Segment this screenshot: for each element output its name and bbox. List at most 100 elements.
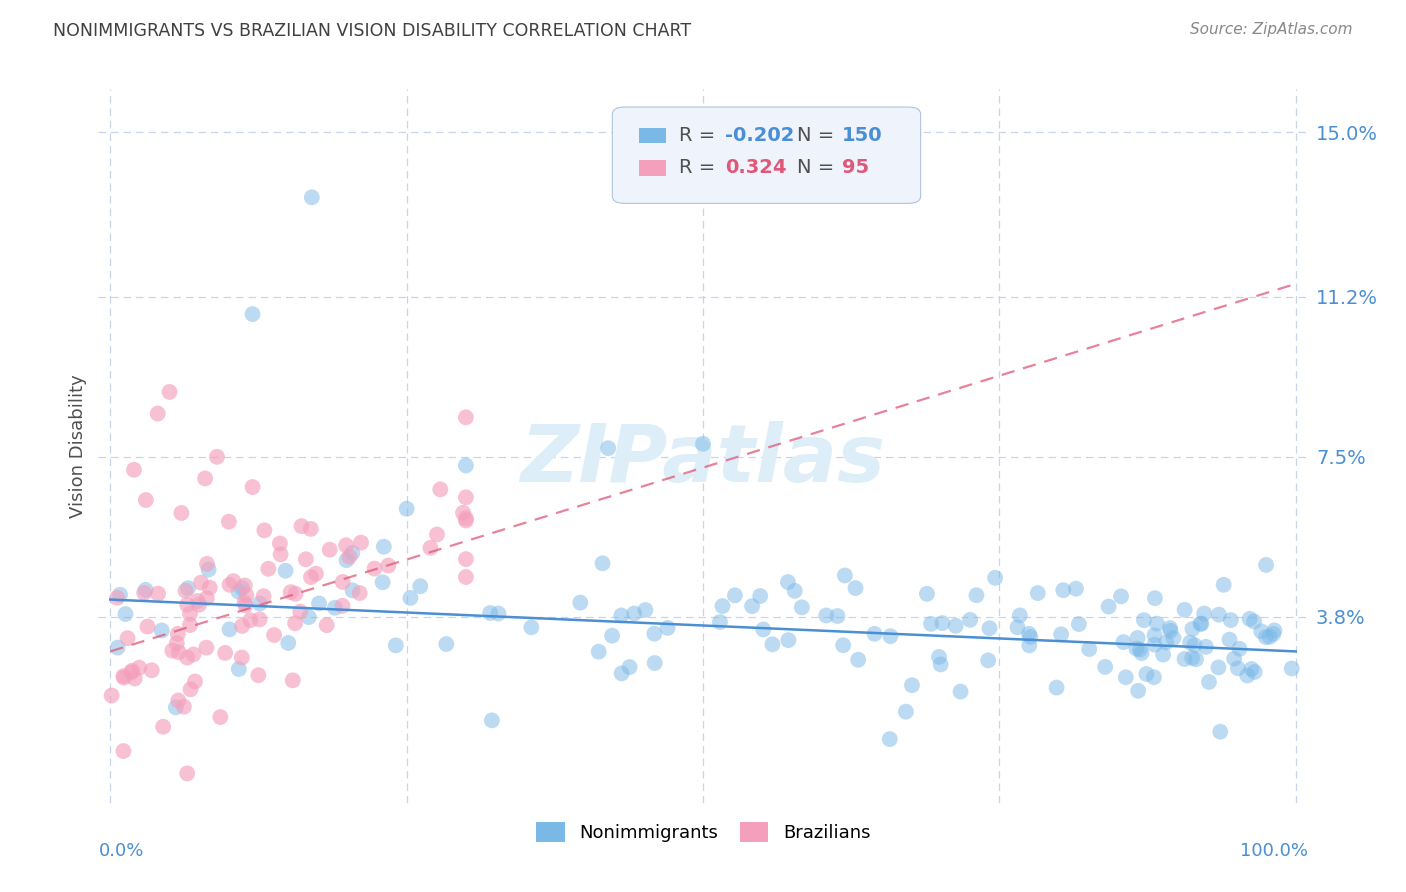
Point [121,664,143,678]
Text: 100.0%: 100.0% [1240,842,1308,860]
Point [183,648,205,662]
Point [1133,613,1156,627]
Point [827,609,849,624]
Point [1008,608,1031,623]
Point [1130,646,1153,660]
Point [776,575,799,590]
Point [218,515,240,529]
Point [486,607,509,621]
Point [1195,640,1218,654]
Point [184,674,207,689]
Point [112,669,135,683]
Point [195,591,218,605]
Point [112,744,135,758]
Point [451,506,474,520]
Point [177,581,200,595]
Point [195,557,218,571]
Point [395,501,418,516]
Point [263,628,285,642]
Point [1208,607,1230,622]
Point [100,689,122,703]
Point [1097,599,1119,614]
Point [231,650,253,665]
Point [150,624,173,638]
Point [657,621,679,635]
Point [1112,635,1135,649]
Point [1263,627,1285,641]
Point [332,599,354,613]
Point [1223,651,1246,665]
Point [239,613,262,627]
Point [1026,586,1049,600]
Point [619,660,641,674]
Point [166,636,188,650]
Point [761,637,783,651]
Point [977,653,1000,667]
Point [107,640,129,655]
Point [194,471,217,485]
Point [188,598,211,612]
Point [1143,670,1166,684]
Point [269,536,291,550]
Point [1126,631,1149,645]
Point [209,710,232,724]
Point [426,527,449,541]
Point [832,638,855,652]
Point [349,586,371,600]
Point [1007,620,1029,634]
Point [198,581,221,595]
Point [454,552,477,566]
Point [342,583,364,598]
Point [634,603,657,617]
Point [166,627,188,641]
Point [1236,668,1258,682]
Text: ZIPatlas: ZIPatlas [520,421,886,500]
Point [280,585,302,599]
Point [218,623,240,637]
Y-axis label: Vision Disability: Vision Disability [69,374,87,518]
Point [1143,591,1166,606]
Text: Source: ZipAtlas.com: Source: ZipAtlas.com [1189,22,1353,37]
Point [844,581,866,595]
Point [1078,642,1101,657]
Point [165,700,187,714]
Point [290,605,312,619]
Point [136,619,159,633]
Point [176,650,198,665]
Point [949,684,972,698]
Point [134,586,156,600]
Point [1250,624,1272,639]
Point [342,546,364,560]
Point [249,597,271,611]
Point [928,649,950,664]
Point [588,645,610,659]
Legend: Nonimmigrants, Brazilians: Nonimmigrants, Brazilians [527,813,879,851]
Point [371,575,394,590]
Point [399,591,422,605]
Point [1192,607,1215,621]
Point [253,524,276,538]
Point [114,607,136,621]
Text: 0.324: 0.324 [724,158,786,178]
Point [167,645,190,659]
Point [187,594,209,608]
Point [1189,616,1212,631]
Point [141,663,163,677]
Point [222,574,245,588]
Point [409,579,432,593]
Point [1178,635,1201,649]
Point [1263,624,1285,638]
Point [1198,675,1220,690]
Point [233,578,256,592]
Point [281,673,304,688]
Point [270,547,292,561]
Point [228,662,250,676]
Point [122,463,145,477]
Point [610,666,633,681]
Point [879,629,901,643]
FancyBboxPatch shape [638,160,665,176]
Point [257,562,280,576]
Point [1185,652,1208,666]
Point [598,441,620,455]
Point [332,574,354,589]
